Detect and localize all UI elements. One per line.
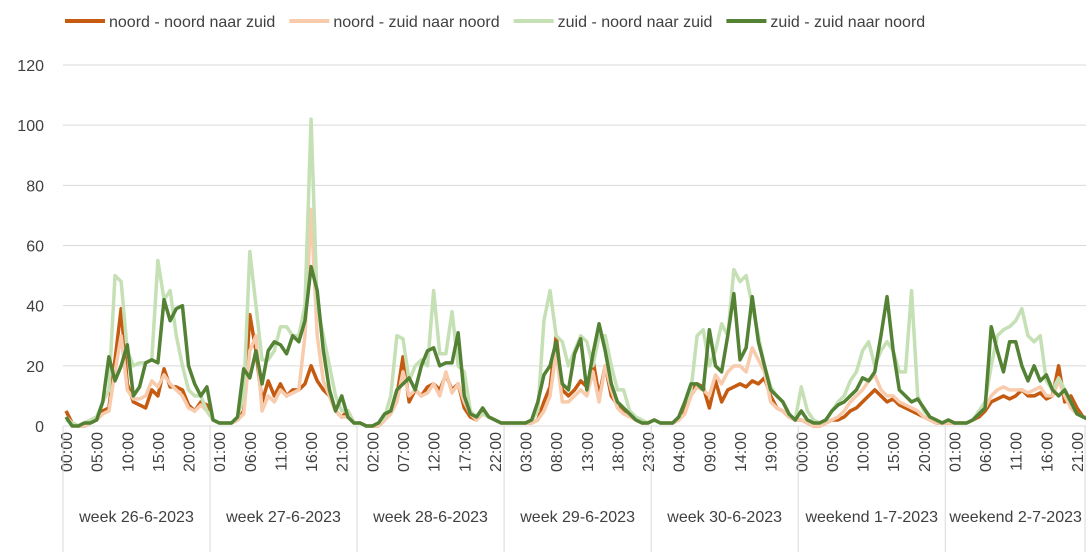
legend-label: zuid - noord naar zuid [558, 14, 713, 31]
legend-label: zuid - zuid naar noord [770, 14, 925, 31]
x-tick-label: 10:00 [120, 432, 137, 472]
group-label: week 27-6-2023 [226, 509, 341, 526]
x-tick-label: 21:00 [1070, 432, 1086, 472]
x-tick-label: 14:00 [733, 432, 750, 472]
x-tick-label: 11:00 [1009, 432, 1026, 471]
legend-label: noord - noord naar zuid [109, 14, 275, 31]
x-tick-label: 00:00 [59, 432, 76, 472]
x-tick-label: 09:00 [702, 432, 719, 472]
series-line [64, 207, 1086, 428]
x-tick-label: 15:00 [151, 432, 168, 472]
x-tick-label: 23:00 [641, 432, 658, 472]
x-tick-label: 16:00 [1039, 432, 1056, 472]
x-tick-label: 16:00 [304, 432, 321, 472]
x-tick-label: 06:00 [243, 432, 260, 472]
x-tick-label: 17:00 [457, 432, 474, 472]
y-tick-label: 60 [26, 239, 44, 256]
legend-label: noord - zuid naar noord [333, 14, 499, 31]
x-tick-label: 04:00 [672, 432, 689, 472]
x-tick-label: 03:00 [519, 432, 536, 472]
x-tick-label: 13:00 [580, 432, 597, 472]
y-tick-label: 80 [26, 178, 44, 195]
x-tick-label: 06:00 [978, 432, 995, 472]
x-tick-label: 02:00 [365, 432, 382, 472]
y-tick-label: 100 [17, 118, 44, 135]
x-tick-label: 18:00 [610, 432, 627, 472]
x-tick-label: 21:00 [335, 432, 352, 472]
group-label: week 30-6-2023 [667, 509, 783, 526]
x-tick-label: 08:00 [549, 432, 566, 472]
group-label: week 29-6-2023 [520, 509, 635, 526]
series-line [64, 306, 1086, 428]
x-tick-label: 11:00 [273, 432, 290, 471]
x-tick-label: 12:00 [427, 432, 444, 472]
x-tick-label: 20:00 [917, 432, 934, 472]
series-line [65, 117, 1086, 428]
x-tick-label: 22:00 [488, 432, 505, 472]
y-tick-label: 0 [35, 419, 44, 436]
y-tick-label: 40 [26, 299, 44, 316]
x-tick-label: 00:00 [794, 432, 811, 472]
x-tick-label: 15:00 [886, 432, 903, 472]
x-tick-label: 01:00 [212, 432, 229, 472]
x-tick-label: 20:00 [182, 432, 199, 472]
x-tick-label: 01:00 [947, 432, 964, 472]
group-label: week 26-6-2023 [79, 509, 194, 526]
series-line [64, 264, 1086, 428]
x-tick-label: 19:00 [764, 432, 781, 472]
x-tick-label: 07:00 [396, 432, 413, 472]
y-tick-label: 20 [26, 359, 44, 376]
group-label: weekend 1-7-2023 [805, 509, 938, 526]
y-tick-label: 120 [17, 58, 44, 75]
x-tick-label: 05:00 [90, 432, 107, 472]
group-label: week 28-6-2023 [373, 509, 488, 526]
x-tick-label: 10:00 [856, 432, 873, 472]
x-tick-label: 05:00 [825, 432, 842, 472]
group-label: weekend 2-7-2023 [949, 509, 1082, 526]
